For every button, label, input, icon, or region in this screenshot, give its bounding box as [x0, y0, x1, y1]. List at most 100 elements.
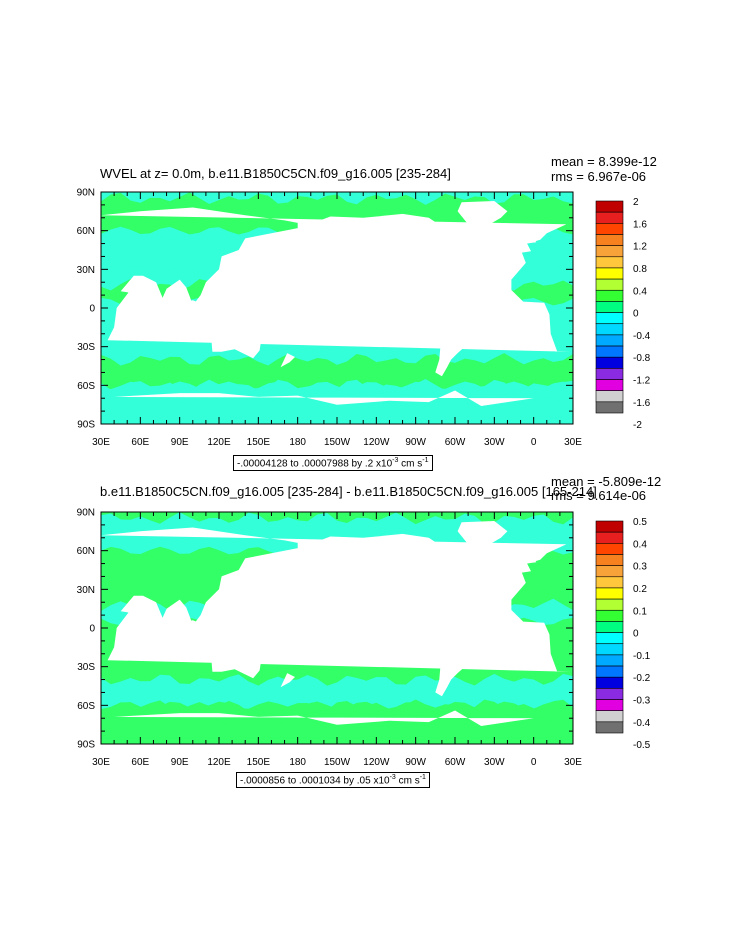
colorbar-swatch: [595, 267, 624, 280]
lat-label: 30S: [77, 662, 95, 673]
lon-label: 180: [289, 437, 306, 448]
colorbar-label: 0.5: [633, 517, 647, 528]
land-mass: [313, 533, 455, 618]
colorbar-swatch: [595, 721, 624, 734]
colorbar-swatch: [595, 710, 624, 723]
lon-label: 120W: [363, 757, 390, 768]
land-mass: [457, 521, 508, 551]
colorbar-swatch: [595, 345, 624, 358]
colorbar-label: -2: [633, 420, 642, 431]
colorbar-swatch: [595, 390, 624, 403]
land-mass: [427, 615, 488, 697]
lon-label: 150E: [247, 437, 271, 448]
map-plot: 90N 60N 30N 0 30S 60S 90S 30E 60E 90E 120E 150E 180 1…: [0, 508, 733, 769]
land-mass: [0, 295, 16, 376]
lon-label: 120E: [207, 757, 231, 768]
colorbar-swatch: [595, 234, 624, 246]
colorbar-swatch: [595, 200, 624, 213]
land-mass: [525, 233, 537, 244]
lat-label: 90N: [77, 508, 95, 519]
land-mass: [211, 642, 261, 679]
lon-label: 90E: [171, 757, 189, 768]
land-mass: [0, 201, 35, 231]
colorbar-swatch: [595, 665, 624, 678]
land-mass: [704, 573, 720, 588]
lat-label: 30N: [77, 265, 95, 276]
lon-label: 30E: [564, 437, 582, 448]
colorbar-label: 1.2: [633, 242, 647, 253]
colorbar-label: 0.8: [633, 264, 647, 275]
lat-label: 0: [89, 624, 95, 635]
land-mass: [704, 253, 720, 268]
lon-label: 30W: [484, 437, 505, 448]
contour-range-box: -.00004128 to .00007988 by .2 x10-3 cm s…: [233, 455, 433, 472]
lat-label: 90S: [77, 740, 95, 751]
colorbar-label: 2: [633, 197, 639, 208]
lon-label: 30E: [92, 437, 110, 448]
land-mass: [705, 629, 730, 641]
colorbar-label: -1.2: [633, 376, 651, 387]
colorbar-swatch: [595, 688, 624, 700]
colorbar-label: -1.6: [633, 398, 651, 409]
land-mass: [186, 620, 217, 639]
lon-label: 60E: [131, 437, 149, 448]
panel-bottom: b.e11.B1850C5CN.f09_g16.005 [235-284] - …: [0, 470, 733, 800]
colorbar-swatch: [595, 211, 624, 224]
mean-stat: mean = 8.399e-12: [551, 154, 657, 169]
lon-label: 120W: [363, 437, 390, 448]
colorbar-label: -0.3: [633, 696, 651, 707]
land-mass: [0, 711, 62, 745]
lon-label: 60W: [445, 757, 466, 768]
lat-label: 30N: [77, 585, 95, 596]
colorbar-swatch: [595, 554, 624, 566]
colorbar-swatch: [595, 621, 624, 633]
colorbar-label: 0.3: [633, 562, 647, 573]
colorbar-swatch: [595, 654, 624, 667]
colorbar-label: -0.4: [633, 331, 651, 342]
lon-label: 30E: [92, 757, 110, 768]
land-mass: [0, 391, 62, 425]
lat-label: 60S: [77, 381, 95, 392]
colorbar-swatch: [595, 223, 624, 235]
colorbar-swatch: [595, 401, 624, 414]
colorbar-label: 1.6: [633, 219, 647, 230]
colorbar-label: 0.4: [633, 286, 647, 297]
lat-label: 0: [89, 304, 95, 315]
lat-label: 60N: [77, 226, 95, 237]
lon-label: 90W: [405, 437, 426, 448]
colorbar-swatch: [595, 289, 624, 302]
colorbar-swatch: [595, 368, 624, 380]
land-mass: [658, 300, 688, 318]
colorbar-swatch: [595, 323, 624, 336]
land-mass: [0, 521, 35, 551]
rms-stat: rms = 9.614e-06: [551, 488, 647, 503]
colorbar-label: 0.1: [633, 606, 647, 617]
land-mass: [232, 572, 248, 588]
colorbar-swatch: [595, 379, 624, 391]
colorbar-swatch: [595, 643, 624, 656]
panel-title: b.e11.B1850C5CN.f09_g16.005 [235-284] - …: [100, 484, 597, 499]
colorbar-swatch: [595, 278, 624, 291]
colorbar-swatch: [595, 598, 624, 611]
lon-label: 120E: [207, 437, 231, 448]
land-mass: [683, 322, 733, 358]
map-plot: 90N 60N 30N 0 30S 60S 90S 30E 60E 90E 120E 150E 180 1…: [0, 188, 733, 449]
lon-label: 180: [289, 757, 306, 768]
land-mass: [683, 642, 733, 678]
land-mass: [0, 615, 16, 696]
land-mass: [232, 252, 248, 268]
lat-label: 90N: [77, 188, 95, 199]
lat-label: 60S: [77, 701, 95, 712]
lon-label: 30E: [564, 757, 582, 768]
rms-stat: rms = 6.967e-06: [551, 169, 647, 184]
colorbar-swatch: [595, 520, 624, 533]
colorbar-label: 0.4: [633, 539, 647, 550]
land-mass: [54, 233, 65, 243]
colorbar-label: -0.5: [633, 740, 651, 751]
lon-label: 0: [531, 437, 537, 448]
land-mass: [280, 353, 295, 368]
panel-title: WVEL at z= 0.0m, b.e11.B1850C5CN.f09_g16…: [100, 166, 451, 181]
lon-label: 60E: [131, 757, 149, 768]
colorbar-label: 0.2: [633, 584, 647, 595]
colorbar-swatch: [595, 245, 624, 258]
